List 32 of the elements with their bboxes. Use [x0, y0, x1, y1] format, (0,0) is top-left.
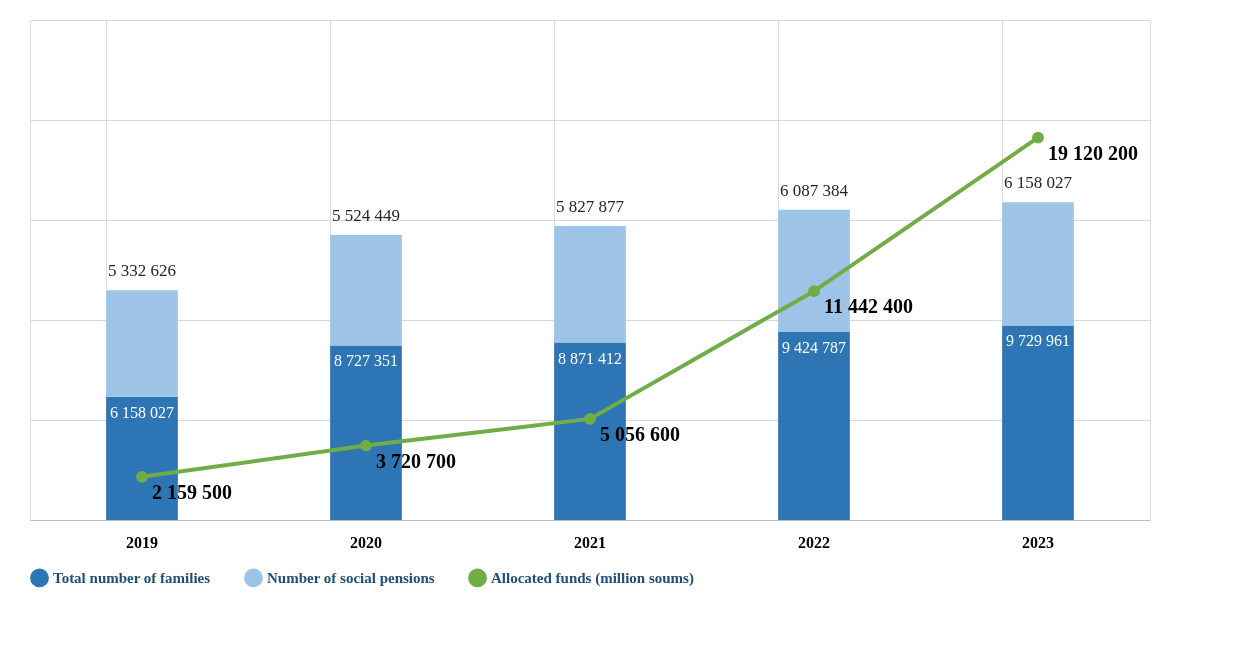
data-label: 9 424 787 [782, 338, 846, 356]
bar [554, 226, 626, 343]
bar [330, 234, 402, 346]
point [1032, 131, 1044, 144]
point [360, 439, 372, 452]
x-tick-label: 2022 [798, 533, 830, 551]
data-label: 5 332 626 [108, 261, 176, 281]
data-label: 19 120 200 [1048, 141, 1138, 164]
point [136, 470, 148, 483]
data-label: 6 087 384 [780, 180, 849, 200]
point [808, 285, 820, 298]
data-label: 6 158 027 [110, 403, 174, 421]
data-label: 5 524 449 [332, 205, 400, 225]
legend-label: Total number of families [53, 569, 211, 586]
legend-label: Allocated funds (million soums) [491, 569, 694, 587]
x-tick-label: 2020 [350, 533, 382, 551]
data-label: 6 158 027 [1004, 173, 1073, 193]
data-label: 9 729 961 [1006, 332, 1070, 350]
data-label: 5 827 877 [556, 197, 625, 217]
x-tick-label: 2023 [1022, 533, 1054, 551]
legend-label: Number of social pensions [267, 569, 435, 586]
data-label: 8 727 351 [334, 352, 398, 370]
data-label: 8 871 412 [558, 349, 622, 367]
bar [106, 290, 178, 397]
bar [778, 209, 850, 332]
data-label: 11 442 400 [824, 295, 913, 318]
x-tick-label: 2019 [126, 533, 158, 551]
bar [778, 331, 850, 520]
point [584, 412, 596, 425]
bar [1002, 325, 1074, 520]
x-tick-label: 2021 [574, 533, 606, 551]
bar [1002, 202, 1074, 326]
